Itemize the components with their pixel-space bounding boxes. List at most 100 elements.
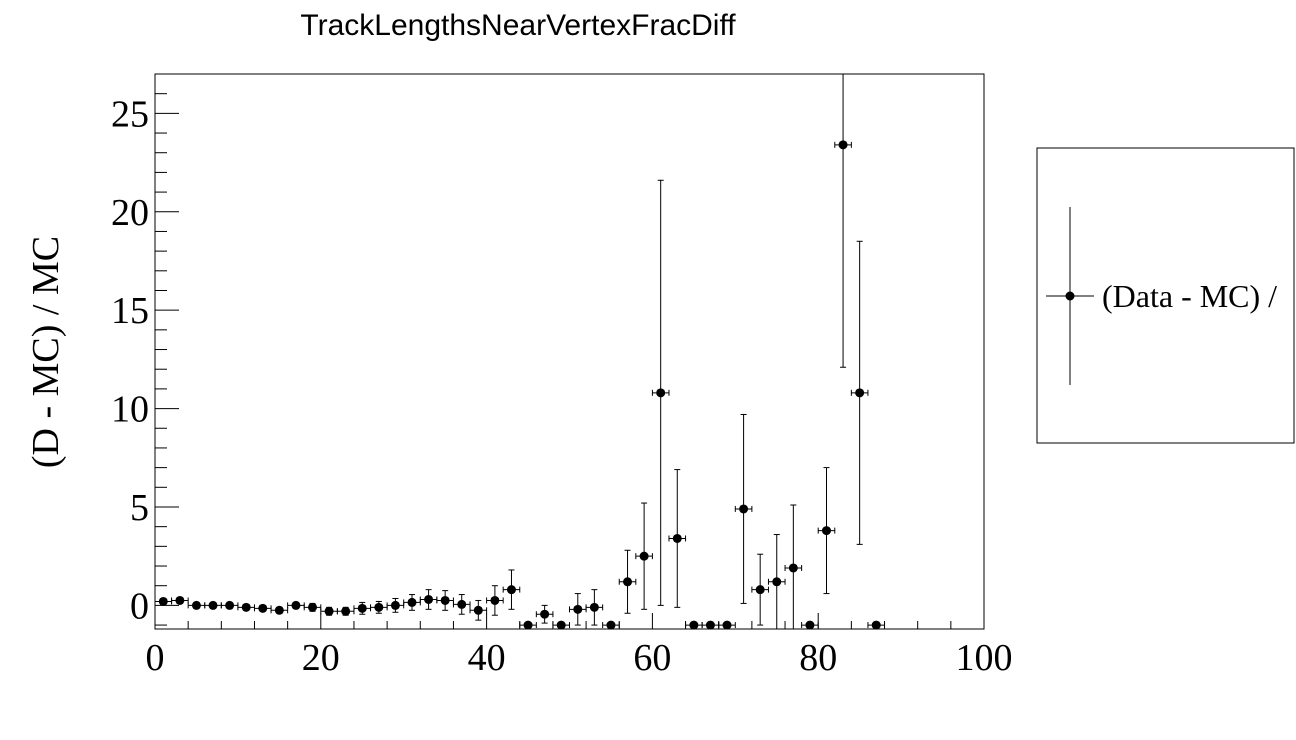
data-marker (308, 602, 318, 612)
data-point (220, 600, 239, 610)
data-marker (341, 606, 351, 616)
y-tick-label: 0 (130, 585, 149, 627)
x-tick-label: 20 (302, 637, 340, 679)
data-point (237, 602, 255, 612)
data-marker (871, 620, 881, 630)
data-point (320, 606, 338, 616)
data-point (569, 593, 587, 626)
data-marker (374, 602, 384, 612)
data-marker (589, 602, 599, 612)
y-tick-label: 25 (111, 93, 149, 135)
data-marker (722, 620, 732, 630)
data-point (336, 606, 355, 616)
data-point (303, 602, 322, 612)
data-point (287, 600, 305, 610)
data-point (403, 594, 421, 611)
data-marker (838, 140, 848, 150)
data-point (635, 502, 653, 610)
data-marker (440, 595, 450, 605)
y-tick-label: 5 (130, 487, 149, 529)
x-tick-label: 80 (799, 637, 837, 679)
data-point (436, 590, 454, 611)
data-point (253, 603, 272, 613)
data-marker (473, 605, 483, 615)
data-marker (523, 620, 533, 630)
data-marker (623, 577, 633, 587)
data-marker (258, 603, 268, 613)
legend-marker (1065, 291, 1075, 301)
data-point (784, 504, 803, 629)
data-marker (424, 594, 434, 604)
data-marker (805, 620, 815, 630)
data-point (618, 549, 637, 614)
data-point (701, 620, 720, 630)
x-tick-label: 40 (468, 637, 506, 679)
data-marker (705, 620, 715, 630)
x-tick-label: 100 (956, 637, 1013, 679)
data-point (850, 240, 869, 545)
axes: 0 20 40 60 80 100 0 5 10 15 20 25 (111, 73, 1013, 679)
data-marker (821, 526, 831, 536)
data-point (602, 620, 620, 630)
data-point (651, 179, 670, 606)
data-marker (274, 605, 284, 615)
x-tick-label: 60 (633, 637, 671, 679)
data-marker (506, 585, 516, 595)
data-marker (191, 600, 201, 610)
data-point (668, 469, 687, 608)
data-point (154, 596, 173, 606)
data-point (751, 553, 769, 626)
data-point (486, 585, 504, 616)
data-marker (490, 595, 500, 605)
data-point (834, 74, 852, 368)
data-point (718, 620, 736, 630)
data-marker (739, 504, 749, 514)
legend: (Data - MC) / (1036, 147, 1295, 444)
data-marker (556, 620, 566, 630)
data-point (535, 604, 554, 624)
data-point (801, 620, 819, 630)
data-marker (573, 604, 583, 614)
data-marker (855, 388, 865, 398)
data-point (685, 620, 703, 630)
data-marker (225, 600, 235, 610)
data-marker (208, 600, 218, 610)
y-axis-label: (D - MC) / MC (25, 236, 67, 468)
data-point (270, 605, 289, 615)
data-marker (755, 585, 765, 595)
data-marker (606, 620, 616, 630)
data-marker (672, 533, 682, 543)
x-tick-label: 0 (146, 637, 165, 679)
data-marker (540, 609, 550, 619)
data-point (502, 569, 521, 610)
data-marker (175, 595, 185, 605)
data-marker (158, 596, 168, 606)
data-point (419, 589, 438, 610)
data-point (519, 620, 537, 630)
data-point (370, 600, 388, 614)
data-marker (407, 597, 417, 607)
data-marker (291, 600, 301, 610)
data-marker (357, 603, 367, 613)
y-tick-label: 10 (111, 389, 149, 431)
y-tick-label: 20 (111, 192, 149, 234)
data-marker (656, 388, 666, 398)
data-point (585, 589, 604, 626)
y-tick-label: 15 (111, 290, 149, 332)
plot-frame (154, 73, 985, 630)
data-point (469, 599, 488, 621)
chart-title: TrackLengthsNearVertexFracDiff (300, 9, 736, 42)
data-marker (324, 606, 334, 616)
data-marker (390, 600, 400, 610)
data-point (171, 595, 189, 605)
data-marker (457, 599, 467, 609)
data-point (734, 413, 753, 604)
data-point (817, 467, 836, 595)
data-marker (639, 551, 649, 561)
data-point (353, 601, 372, 615)
data-point (187, 600, 206, 610)
data-marker (689, 620, 699, 630)
data-point (386, 597, 405, 613)
data-marker (772, 577, 782, 587)
